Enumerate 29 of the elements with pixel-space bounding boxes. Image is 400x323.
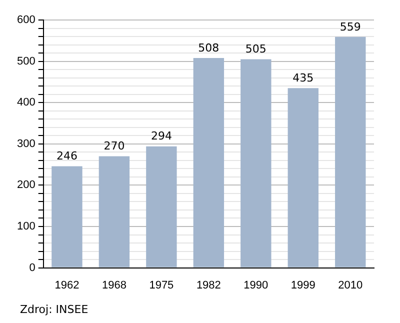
x-tick-label: 1968 [102,279,126,292]
y-tick-label: 600 [16,14,36,26]
x-tick-label: 1990 [244,279,268,292]
data-label: 246 [56,150,78,163]
y-tick-label: 400 [16,96,36,109]
x-tick-label: 1982 [196,279,221,292]
bar [146,146,177,268]
bar [193,58,224,268]
data-label: 508 [198,41,220,54]
x-tick-label: 2010 [338,279,363,292]
bar [288,88,318,268]
bar [98,156,130,268]
bar [240,59,272,268]
data-label: 270 [104,140,125,153]
y-tick-label: 200 [16,179,36,192]
y-tick-label: 0 [29,262,36,274]
data-label: 435 [292,72,314,85]
data-label: 559 [340,20,361,34]
x-tick-label: 1999 [290,279,316,292]
text: Zdroj: INSEE [20,303,88,316]
bar [52,166,82,268]
bar [335,36,366,268]
y-tick-label: 300 [16,138,36,150]
y-tick-label: 100 [16,220,36,233]
data-label: 294 [150,130,172,143]
y-tick-label: 500 [16,55,36,68]
x-tick-label: 1975 [149,279,174,292]
x-tick-label: 1962 [54,279,80,292]
data-label: 505 [245,42,266,56]
